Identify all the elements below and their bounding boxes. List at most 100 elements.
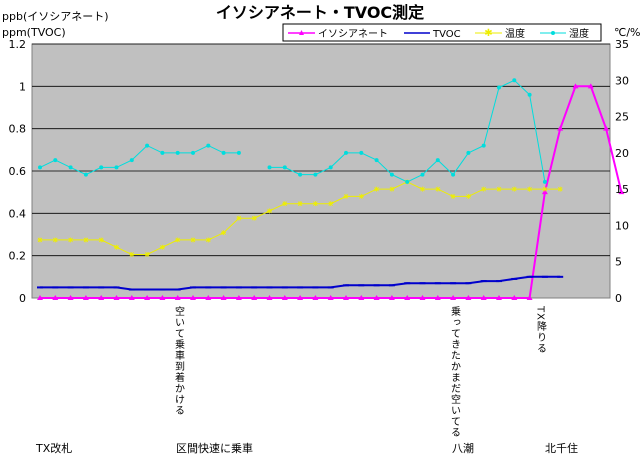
data-point (159, 244, 165, 250)
data-point (282, 201, 288, 207)
data-point (53, 158, 58, 163)
data-point (450, 295, 457, 300)
data-point (83, 172, 88, 177)
data-point (251, 215, 257, 221)
data-point (465, 295, 472, 300)
data-point (221, 150, 226, 155)
data-point (497, 85, 501, 90)
x-footer-labels: TX改札 区間快速に乗車 八潮 北千住 (35, 441, 578, 455)
data-point (405, 179, 410, 184)
y-left-tick-label: 0.6 (9, 165, 27, 178)
legend-label-humidity: 湿度 (569, 27, 589, 40)
data-point (358, 193, 364, 199)
y-right-tick-label: 10 (615, 219, 629, 232)
data-point (404, 295, 411, 300)
data-point (618, 189, 625, 195)
y-left-tick-label: 0.4 (9, 207, 27, 220)
data-point (267, 208, 272, 214)
data-point (205, 237, 211, 243)
y-right-label: ℃/% (614, 26, 640, 39)
data-point (572, 83, 579, 89)
data-point (38, 165, 42, 170)
vertical-annotation: TX降りる (535, 305, 547, 354)
data-point (297, 295, 304, 300)
data-point (481, 143, 486, 148)
y-right-tick-label: 30 (615, 74, 629, 87)
data-point (542, 186, 548, 192)
data-point (343, 193, 349, 199)
data-point (374, 186, 380, 192)
data-point (83, 237, 89, 243)
data-point (251, 295, 258, 300)
data-point (144, 251, 150, 257)
data-point (312, 201, 318, 207)
data-point (466, 150, 471, 155)
y-right-tick-label: 0 (615, 292, 622, 305)
data-point (68, 237, 74, 243)
data-point (236, 150, 241, 155)
data-point (465, 193, 471, 199)
y-axis-right: 0 5 10 15 20 25 30 35 (615, 38, 629, 305)
data-point (481, 186, 487, 192)
data-point (129, 158, 134, 163)
data-point (266, 295, 273, 300)
data-point (68, 165, 73, 170)
data-point (344, 150, 348, 155)
y-right-tick-label: 20 (615, 147, 629, 160)
data-point (527, 92, 532, 97)
data-point (191, 150, 195, 155)
data-point (113, 295, 120, 300)
data-point (587, 83, 594, 89)
data-point (37, 237, 43, 243)
data-point (374, 158, 379, 163)
data-point (373, 295, 380, 300)
series-markers (37, 78, 625, 300)
x-footer-label: 区間快速に乗車 (176, 441, 253, 455)
data-point (328, 201, 334, 207)
series-line (39, 145, 239, 176)
data-point (313, 172, 318, 177)
data-point (435, 186, 441, 192)
y-left-tick-label: 0 (19, 292, 26, 305)
vertical-annotation: 乗ってきたかまだ空いてる (449, 306, 461, 438)
y-left-tick-label: 0.2 (9, 250, 27, 263)
data-point (128, 295, 135, 300)
data-point (282, 165, 287, 170)
y-left-tick-label: 1.2 (9, 38, 27, 51)
legend-label-temperature: 温度 (505, 27, 525, 40)
y-axis-left: 0 0.2 0.4 0.6 0.8 1 1.2 (9, 38, 27, 305)
data-point (388, 295, 395, 300)
gridlines (32, 43, 610, 257)
data-point (236, 215, 242, 221)
data-point (67, 295, 74, 300)
data-point (542, 179, 547, 184)
data-point (358, 295, 365, 300)
data-point (190, 237, 196, 243)
data-point (159, 295, 166, 300)
data-point (220, 295, 227, 300)
data-point (451, 172, 456, 177)
data-point (37, 295, 43, 300)
y-left-tick-label: 1 (19, 80, 26, 93)
data-point (144, 295, 151, 300)
legend-label-isocyanate: イソシアネート (318, 28, 388, 40)
data-point (267, 165, 272, 170)
data-point (343, 295, 349, 300)
data-point (52, 237, 58, 243)
data-point (235, 295, 242, 300)
x-footer-label: 北千住 (545, 441, 578, 455)
y-left-label-2: ppm(TVOC) (2, 26, 66, 39)
data-point (496, 295, 502, 300)
data-point (221, 230, 227, 236)
data-point (82, 295, 89, 300)
y-right-tick-label: 15 (615, 183, 629, 196)
data-point (541, 189, 548, 195)
data-point (419, 295, 426, 300)
data-point (281, 295, 288, 300)
legend-label-tvoc: TVOC (432, 29, 461, 40)
x-footer-label: 八潮 (452, 441, 474, 455)
data-point (297, 201, 303, 207)
data-point (450, 193, 456, 199)
y-left-label-1: ppb(イソシアネート) (2, 10, 109, 23)
